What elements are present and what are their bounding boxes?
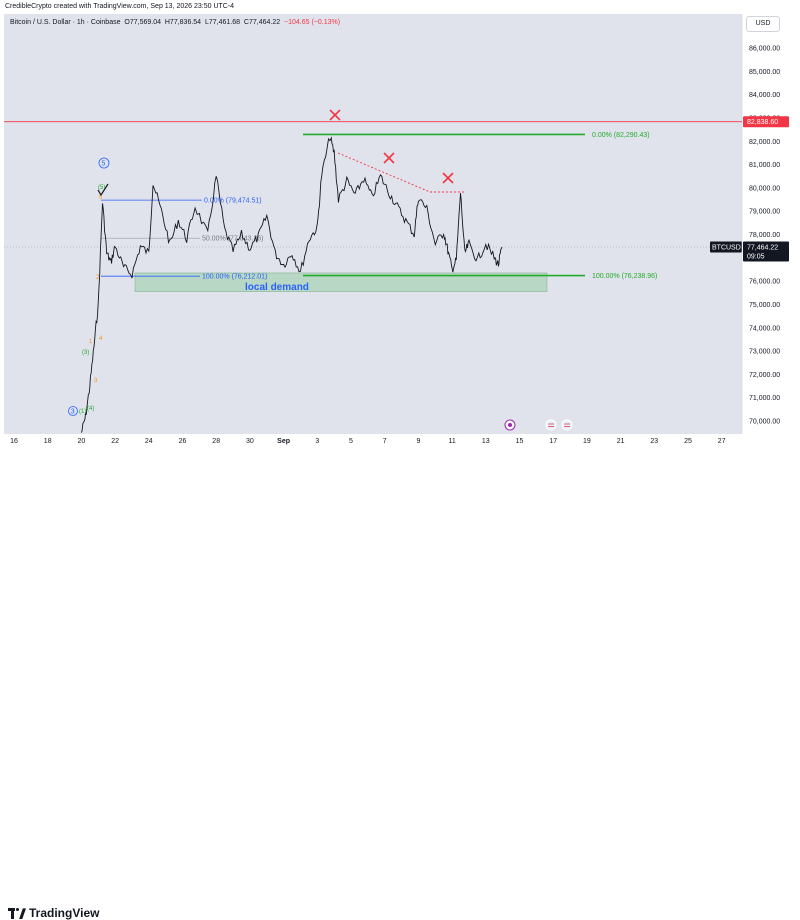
price-tick-10: 76,000.00 xyxy=(749,279,780,286)
tradingview-logo-icon xyxy=(8,908,26,920)
time-tick-13: 11 xyxy=(448,438,455,445)
wave-b-label: (5) xyxy=(98,185,105,191)
symbol-name: Bitcoin / U.S. Dollar · 1h · Coinbase xyxy=(10,19,121,26)
ohlc-open: O77,569.04 xyxy=(124,19,161,26)
wave-3-circle xyxy=(68,406,78,416)
event-icon-1-dot xyxy=(508,423,512,427)
ohlc-low: L77,461.68 xyxy=(204,19,241,26)
local-demand-label: local demand xyxy=(245,282,309,293)
countdown-label: 09:05 xyxy=(747,253,765,260)
orange-3-label: 3 xyxy=(94,378,98,384)
price-axis[interactable] xyxy=(742,14,800,434)
us-event-flag-icon-1[interactable] xyxy=(545,419,557,431)
time-tick-8: Sep xyxy=(277,438,290,445)
red-line-tag-label: 82,838.60 xyxy=(747,119,778,126)
left-fib-bottom-label: 100.00% (76,212.01) xyxy=(202,274,267,281)
time-tick-17: 19 xyxy=(583,438,591,445)
time-tick-0: 16 xyxy=(10,438,18,445)
time-tick-14: 13 xyxy=(482,438,490,445)
time-tick-5: 26 xyxy=(179,438,187,445)
change-value: −104.65 (−0.13%) xyxy=(284,19,341,26)
time-tick-12: 9 xyxy=(416,438,420,445)
symbol-tag xyxy=(710,241,742,253)
plot-area[interactable] xyxy=(4,14,742,434)
price-tick-14: 72,000.00 xyxy=(749,372,780,379)
left-fib-top-label: 0.00% (79,474.51) xyxy=(204,198,262,205)
checkmark-icon xyxy=(97,183,109,197)
price-tick-15: 71,000.00 xyxy=(749,395,780,402)
currency-selector[interactable]: USD xyxy=(746,16,780,32)
demand-zone xyxy=(134,272,548,292)
descending-trendline xyxy=(337,152,465,193)
price-tick-0: 86,000.00 xyxy=(749,46,780,53)
time-tick-7: 30 xyxy=(246,438,254,445)
price-tick-13: 73,000.00 xyxy=(749,349,780,356)
fib-bottom-label: 100.00% (76,238.96) xyxy=(592,273,657,280)
time-tick-19: 23 xyxy=(650,438,658,445)
rejection-x-mark-1 xyxy=(329,109,341,121)
time-tick-20: 25 xyxy=(684,438,692,445)
price-series-line xyxy=(80,136,503,433)
last-price-tag xyxy=(743,241,789,262)
wave-3-label: 3 xyxy=(71,409,75,416)
red-line-tag xyxy=(743,116,789,128)
top-bar: CredibleCrypto created with TradingView.… xyxy=(0,0,800,14)
orange-5-label: 5 xyxy=(99,195,103,201)
time-tick-1: 18 xyxy=(44,438,52,445)
time-tick-10: 5 xyxy=(349,438,353,445)
time-tick-18: 21 xyxy=(617,438,625,445)
price-tick-8: 78,000.00 xyxy=(749,232,780,239)
time-tick-6: 28 xyxy=(212,438,220,445)
time-tick-21: 27 xyxy=(718,438,726,445)
ohlc-close: C77,464.22 xyxy=(243,19,281,26)
rejection-x-mark-2 xyxy=(383,152,395,164)
wave-3b-label: (3) xyxy=(82,350,89,356)
last-price-tag-label: 77,464.22 xyxy=(747,244,778,251)
wave-5-label: 5 xyxy=(102,161,106,168)
ohlc-high: H77,836.54 xyxy=(164,19,202,26)
time-tick-15: 15 xyxy=(516,438,524,445)
tradingview-logo[interactable]: TradingView xyxy=(8,906,99,920)
price-chart[interactable]: local demand 0.00% (82,290.43) 100.00% (76… xyxy=(0,0,800,484)
price-tick-7: 79,000.00 xyxy=(749,209,780,216)
wave-4-label: (4) xyxy=(87,406,94,412)
time-tick-11: 7 xyxy=(383,438,387,445)
footer: TradingView xyxy=(0,448,800,920)
time-tick-16: 17 xyxy=(549,438,557,445)
orange-4-label: 4 xyxy=(99,336,103,342)
time-tick-2: 20 xyxy=(78,438,86,445)
price-tick-5: 81,000.00 xyxy=(749,162,780,169)
symbol-legend: Bitcoin / U.S. Dollar · 1h · Coinbase O7… xyxy=(10,19,340,26)
price-tick-16: 70,000.00 xyxy=(749,419,780,426)
price-tick-4: 82,000.00 xyxy=(749,139,780,146)
price-tick-12: 74,000.00 xyxy=(749,325,780,332)
price-tick-6: 80,000.00 xyxy=(749,185,780,192)
symbol-tag-label: BTCUSD xyxy=(712,244,741,251)
price-tick-2: 84,000.00 xyxy=(749,92,780,99)
wave-5-circle xyxy=(98,157,110,169)
wave-1-label: (1) xyxy=(79,409,86,415)
time-tick-3: 22 xyxy=(111,438,119,445)
fib-top-label: 0.00% (82,290.43) xyxy=(592,132,650,139)
rejection-x-mark-3 xyxy=(442,172,454,184)
time-tick-9: 3 xyxy=(315,438,319,445)
creator-text: CredibleCrypto created with TradingView.… xyxy=(5,3,235,10)
left-fib-mid-label: 50.00% (77,843.26) xyxy=(202,236,264,243)
orange-1-label: 1 xyxy=(89,339,93,345)
price-tick-1: 85,000.00 xyxy=(749,69,780,76)
us-event-flag-icon-2[interactable] xyxy=(561,419,573,431)
orange-2-label: 2 xyxy=(96,275,100,281)
time-tick-4: 24 xyxy=(145,438,153,445)
price-tick-11: 75,000.00 xyxy=(749,302,780,309)
